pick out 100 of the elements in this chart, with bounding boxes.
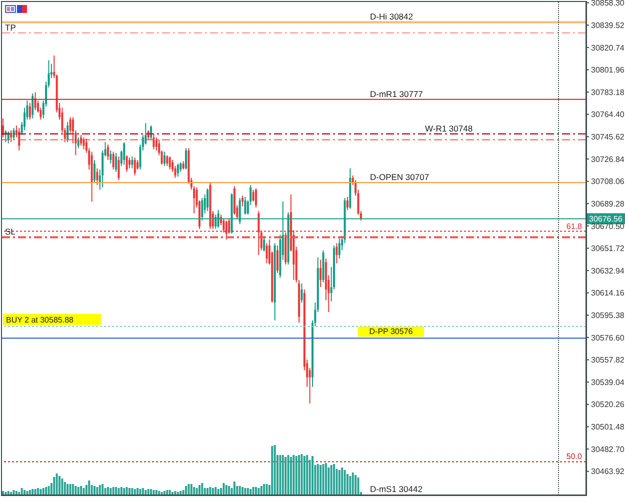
y-tick-label: 30708.06: [591, 177, 625, 186]
bar: [48, 486, 50, 495]
bar: [69, 484, 72, 495]
bar: [28, 490, 31, 495]
bar: [190, 484, 192, 495]
bar: [166, 490, 168, 495]
ref-line-label: BUY 2 at 30585.88: [6, 315, 74, 324]
bar: [34, 489, 36, 495]
bar: [250, 489, 252, 495]
bar: [201, 483, 204, 495]
y-tick-label: 30670.50: [591, 222, 625, 231]
candlestick: [244, 196, 246, 216]
bar: [72, 484, 74, 495]
candlestick: [242, 195, 244, 207]
bar: [252, 487, 254, 495]
bar: [40, 489, 42, 495]
candlestick: [217, 209, 220, 228]
bar: [212, 488, 214, 495]
bar: [324, 463, 327, 495]
bar: [64, 482, 66, 495]
bar: [185, 486, 188, 495]
candlestick: [308, 367, 311, 404]
bar: [352, 472, 354, 495]
candlestick: [320, 259, 322, 288]
bar: [88, 480, 90, 495]
bar: [80, 486, 82, 495]
candlestick: [128, 157, 130, 169]
bar: [150, 489, 152, 495]
bar: [168, 490, 171, 495]
y-tick-label: 30539.04: [591, 378, 625, 387]
y-tick-label: 30501.48: [591, 422, 625, 432]
bar: [155, 490, 158, 495]
bar: [260, 486, 262, 495]
bar: [66, 484, 69, 495]
bar: [188, 484, 190, 495]
bar: [320, 465, 322, 495]
bar: [284, 457, 287, 495]
candlestick: [206, 188, 209, 212]
bar: [193, 487, 196, 495]
candlestick: [238, 198, 241, 225]
candlestick: [10, 130, 12, 143]
candlestick: [106, 144, 109, 160]
bar: [217, 489, 220, 495]
bar: [131, 488, 134, 495]
candlestick: [80, 134, 82, 146]
ref-line-label: W-R1 30748: [425, 123, 473, 134]
y-tick-label: 30463.92: [591, 467, 625, 476]
candlestick: [123, 142, 126, 166]
bar: [134, 489, 136, 495]
bar: [123, 488, 126, 495]
bar: [24, 490, 26, 495]
y-tick-label: 30614.16: [591, 288, 625, 298]
bar: [263, 484, 266, 495]
candlestick: [163, 151, 166, 166]
bar: [144, 490, 147, 495]
candlestick: [118, 156, 120, 181]
candlestick: [134, 157, 136, 176]
candlestick: [131, 156, 134, 169]
bar: [198, 485, 200, 495]
annotation: 61.8: [566, 222, 582, 231]
bar: [274, 445, 276, 495]
bar: [20, 488, 23, 495]
annotation: 50.0: [566, 452, 582, 461]
bar: [45, 487, 48, 495]
ref-line-label: D-PP 30576: [369, 327, 414, 336]
bar: [36, 488, 39, 495]
bar: [196, 488, 198, 495]
bar: [94, 486, 96, 495]
bar: [279, 455, 282, 495]
candlestick: [180, 162, 182, 172]
bar: [295, 456, 298, 495]
y-tick-label: 30783.18: [591, 88, 625, 97]
bar: [112, 487, 114, 495]
bar: [300, 454, 303, 495]
bar: [282, 455, 284, 495]
bar: [209, 487, 212, 495]
bar: [266, 484, 268, 495]
y-tick-label: 30858.30: [591, 0, 625, 8]
bar: [349, 476, 352, 495]
bar: [322, 464, 324, 495]
bar: [233, 482, 236, 495]
bar: [228, 486, 230, 495]
candlestick: [336, 242, 338, 264]
bar: [102, 484, 104, 495]
candlestick: [300, 283, 303, 304]
ref-line-label: TP: [5, 22, 16, 32]
bar: [110, 488, 112, 495]
candlestick: [254, 188, 257, 208]
bar: [82, 488, 85, 495]
bar: [104, 488, 106, 495]
y-tick-label: 30557.82: [591, 356, 625, 365]
ref-line-label: D-mR1 30777: [370, 88, 424, 99]
candlestick: [66, 121, 69, 143]
bar: [42, 488, 44, 495]
y-tick-label: 30726.84: [591, 154, 625, 164]
bar: [346, 474, 348, 495]
bar: [142, 488, 144, 495]
bar: [182, 490, 184, 495]
candlestick: [28, 102, 31, 120]
bar: [128, 488, 130, 495]
